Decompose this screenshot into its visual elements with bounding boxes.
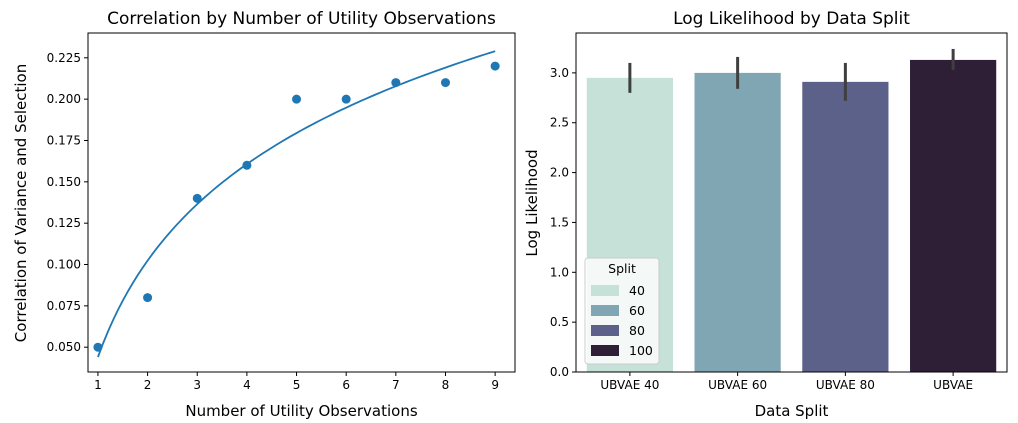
fit-curve	[97, 50, 496, 358]
data-point	[341, 94, 351, 104]
data-point	[93, 342, 103, 352]
plot-frame	[87, 32, 516, 373]
x-tick-label: 3	[193, 378, 201, 392]
y-tick-label: 3.0	[550, 66, 569, 80]
x-tick-label: 1	[94, 378, 102, 392]
data-point	[490, 61, 500, 71]
y-tick-label: 0.075	[47, 299, 81, 313]
x-tick-label: 5	[293, 378, 301, 392]
tick-group: 1 2 3 4 5 6 7 8 9 0.050 0.075 0.100 0.125 0.150 0.175 0…	[47, 51, 499, 392]
y-tick-label: 0.200	[47, 92, 81, 106]
chart-title: Correlation by Number of Utility Observa…	[107, 9, 496, 29]
log-likelihood-chart: Log Likelihood by Data Split Data Split …	[523, 9, 1008, 420]
x-tick-label: 4	[243, 378, 251, 392]
x-axis-label: Number of Utility Observations	[185, 402, 417, 419]
data-point	[143, 293, 153, 303]
x-tick-label: UBVAE 80	[816, 378, 875, 392]
data-point	[292, 94, 302, 104]
legend-swatch	[591, 325, 619, 336]
legend-label: 60	[629, 303, 645, 318]
x-tick-label: UBVAE 60	[708, 378, 767, 392]
legend-box	[584, 257, 660, 365]
x-tick-label: 8	[442, 378, 450, 392]
bar	[910, 59, 997, 372]
legend: Split 40 60 80 100	[584, 257, 660, 365]
chart-title: Log Likelihood by Data Split	[673, 9, 910, 29]
bar	[802, 81, 889, 372]
y-tick-label: 0.0	[550, 365, 569, 379]
x-tick-label: 9	[491, 378, 499, 392]
y-tick-label: 0.100	[47, 258, 81, 272]
data-points	[93, 61, 500, 352]
legend-swatch	[591, 305, 619, 316]
y-axis-label: Log Likelihood	[523, 149, 541, 256]
error-bar-group	[628, 48, 955, 101]
y-tick-label: 2.5	[550, 116, 569, 130]
y-tick-label: 1.5	[550, 215, 569, 229]
y-tick-label: 2.0	[550, 166, 569, 180]
x-tick-label: UBVAE	[933, 378, 973, 392]
y-tick-label: 0.050	[47, 340, 81, 354]
plot-frame	[575, 32, 1008, 373]
x-tick-label: 6	[342, 378, 350, 392]
data-point	[192, 193, 202, 203]
y-axis-label: Correlation of Variance and Selection	[12, 64, 30, 342]
data-point	[242, 160, 252, 170]
y-tick-label: 0.5	[550, 315, 569, 329]
x-tick-label: 7	[392, 378, 400, 392]
y-tick-label: 0.125	[47, 216, 81, 230]
tick-group: 0.0 0.5 1.0 1.5 2.0 2.5 3.0 UBVAE 40 UBVAE 60 UBV…	[550, 66, 973, 392]
bar-group	[586, 59, 997, 372]
data-point	[440, 78, 450, 88]
y-tick-label: 0.175	[47, 133, 81, 147]
legend-label: 100	[629, 343, 653, 358]
legend-label: 80	[629, 323, 645, 338]
y-tick-label: 0.150	[47, 175, 81, 189]
legend-label: 40	[629, 283, 645, 298]
y-tick-label: 0.225	[47, 51, 81, 65]
x-tick-label: UBVAE 40	[600, 378, 659, 392]
x-axis-label: Data Split	[755, 402, 829, 419]
legend-swatch	[591, 285, 619, 296]
x-tick-label: 2	[144, 378, 152, 392]
legend-swatch	[591, 345, 619, 356]
legend-title: Split	[608, 261, 636, 276]
correlation-chart: Correlation by Number of Utility Observa…	[12, 9, 516, 420]
data-point	[391, 78, 401, 88]
y-tick-label: 1.0	[550, 265, 569, 279]
bar	[694, 72, 781, 372]
